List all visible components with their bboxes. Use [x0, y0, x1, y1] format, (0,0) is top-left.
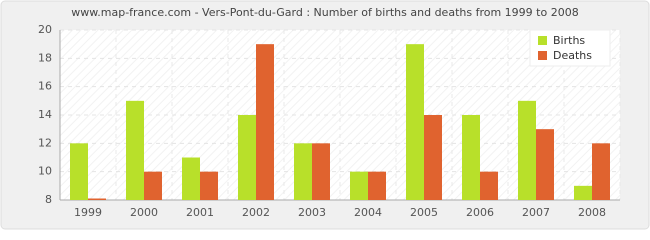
- legend-label: Deaths: [553, 49, 592, 62]
- bar: [574, 185, 592, 200]
- bar: [406, 44, 424, 200]
- x-tick-label: 1999: [74, 206, 102, 219]
- bar: [592, 143, 610, 200]
- bar: [368, 171, 386, 200]
- bar: [238, 115, 256, 200]
- y-tick-label: 8: [45, 193, 52, 206]
- bar: [462, 115, 480, 200]
- bar: [200, 171, 218, 200]
- legend-label: Births: [553, 34, 585, 47]
- y-tick-label: 20: [38, 23, 52, 36]
- bar: [294, 143, 312, 200]
- x-tick-label: 2001: [186, 206, 214, 219]
- x-tick-label: 2008: [578, 206, 606, 219]
- bar: [312, 143, 330, 200]
- chart-title: www.map-france.com - Vers-Pont-du-Gard :…: [71, 6, 578, 19]
- bar: [350, 171, 368, 200]
- bar: [424, 115, 442, 200]
- y-tick-label: 10: [38, 165, 52, 178]
- bar: [182, 157, 200, 200]
- bar: [70, 143, 88, 200]
- y-tick-label: 16: [38, 80, 52, 93]
- legend-swatch: [538, 51, 547, 60]
- x-tick-label: 2002: [242, 206, 270, 219]
- x-tick-label: 2007: [522, 206, 550, 219]
- y-tick-label: 12: [38, 136, 52, 149]
- y-tick-label: 14: [38, 108, 52, 121]
- x-tick-label: 2000: [130, 206, 158, 219]
- x-tick-label: 2003: [298, 206, 326, 219]
- x-tick-label: 2006: [466, 206, 494, 219]
- bar: [256, 44, 274, 200]
- bar: [144, 171, 162, 200]
- legend-swatch: [538, 36, 547, 45]
- bar: [518, 100, 536, 200]
- bar: [126, 100, 144, 200]
- bar: [536, 129, 554, 200]
- bar: [480, 171, 498, 200]
- bar: [88, 198, 106, 200]
- x-tick-label: 2005: [410, 206, 438, 219]
- x-tick-label: 2004: [354, 206, 382, 219]
- chart: www.map-france.com - Vers-Pont-du-Gard :…: [0, 0, 650, 230]
- y-tick-label: 18: [38, 51, 52, 64]
